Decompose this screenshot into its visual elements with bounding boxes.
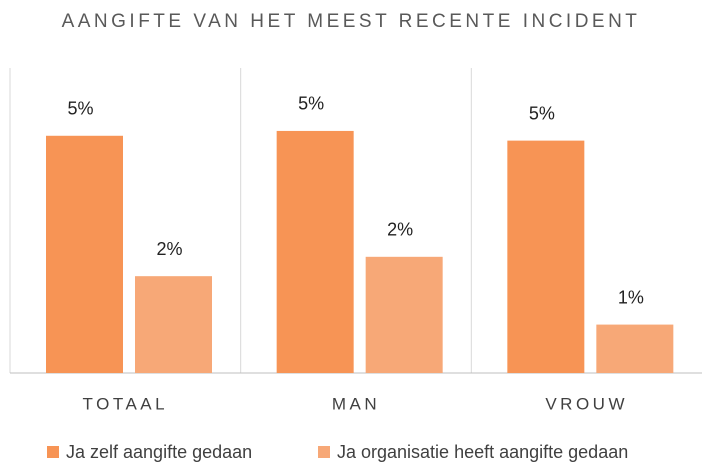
x-tick-label: VROUW bbox=[545, 394, 628, 413]
data-label: 2% bbox=[387, 220, 413, 240]
x-tick-label: MAN bbox=[332, 394, 380, 413]
data-label: 2% bbox=[156, 239, 182, 259]
data-label: 5% bbox=[67, 99, 93, 119]
bar bbox=[276, 130, 354, 373]
data-label: 1% bbox=[618, 287, 644, 307]
chart-title: AANGIFTE VAN HET MEEST RECENTE INCIDENT bbox=[62, 11, 641, 32]
data-label: 5% bbox=[298, 94, 324, 114]
bar bbox=[135, 276, 212, 373]
legend-label: Ja zelf aangifte gedaan bbox=[66, 442, 252, 462]
bar bbox=[596, 324, 674, 373]
x-tick-label: TOTAAL bbox=[83, 394, 169, 413]
legend-swatch bbox=[318, 446, 330, 458]
legend-label: Ja organisatie heeft aangifte gedaan bbox=[337, 442, 628, 462]
bar bbox=[507, 140, 585, 373]
data-label: 5% bbox=[529, 103, 555, 123]
legend-swatch bbox=[47, 446, 59, 458]
bar bbox=[365, 256, 443, 373]
bar bbox=[46, 135, 123, 373]
